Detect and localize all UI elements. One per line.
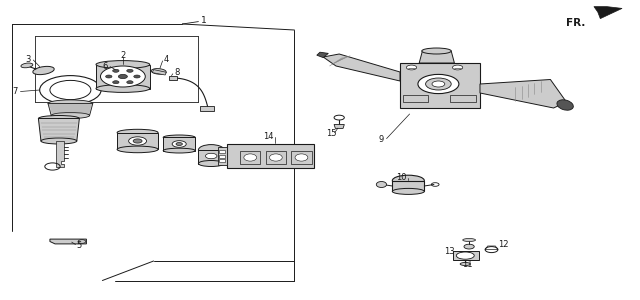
Circle shape <box>127 81 133 84</box>
Polygon shape <box>117 133 158 149</box>
Polygon shape <box>56 141 64 167</box>
Ellipse shape <box>557 100 573 110</box>
Text: 5: 5 <box>77 241 82 250</box>
Text: 11: 11 <box>462 260 472 269</box>
Ellipse shape <box>163 135 195 140</box>
Bar <box>291 151 312 164</box>
Ellipse shape <box>198 160 224 166</box>
Text: 1: 1 <box>201 16 206 25</box>
Circle shape <box>113 69 119 72</box>
Ellipse shape <box>117 129 158 136</box>
Bar <box>240 151 260 164</box>
Text: 6: 6 <box>102 62 108 71</box>
Ellipse shape <box>48 100 93 107</box>
Polygon shape <box>227 144 314 168</box>
Polygon shape <box>96 64 150 88</box>
Circle shape <box>113 81 119 84</box>
Ellipse shape <box>295 154 308 161</box>
Ellipse shape <box>418 74 459 94</box>
Ellipse shape <box>422 48 451 54</box>
Ellipse shape <box>96 85 150 92</box>
Text: 2: 2 <box>120 51 125 60</box>
Ellipse shape <box>163 148 195 153</box>
Bar <box>403 94 428 102</box>
Ellipse shape <box>21 63 33 68</box>
Text: 15: 15 <box>326 129 337 138</box>
Circle shape <box>172 141 186 147</box>
Polygon shape <box>480 80 566 108</box>
Ellipse shape <box>198 145 224 155</box>
Bar <box>169 76 177 80</box>
Polygon shape <box>334 124 344 128</box>
Ellipse shape <box>456 252 474 259</box>
Ellipse shape <box>432 81 445 87</box>
Circle shape <box>452 65 463 70</box>
Polygon shape <box>163 137 195 151</box>
Polygon shape <box>400 63 480 108</box>
Polygon shape <box>198 150 224 164</box>
Polygon shape <box>218 147 227 165</box>
Text: 13: 13 <box>444 247 454 256</box>
Ellipse shape <box>463 238 476 242</box>
Bar <box>219 159 225 162</box>
Text: 12: 12 <box>498 240 508 249</box>
Ellipse shape <box>460 262 470 266</box>
Polygon shape <box>38 118 79 141</box>
Circle shape <box>133 139 142 143</box>
Polygon shape <box>317 52 328 58</box>
Circle shape <box>118 74 127 79</box>
Polygon shape <box>323 54 400 81</box>
Circle shape <box>129 137 147 145</box>
Circle shape <box>176 142 182 146</box>
Ellipse shape <box>100 66 145 87</box>
Polygon shape <box>152 70 166 75</box>
Ellipse shape <box>33 66 54 75</box>
Ellipse shape <box>51 112 90 118</box>
Circle shape <box>464 244 474 249</box>
Polygon shape <box>48 103 93 116</box>
Polygon shape <box>392 181 424 191</box>
Polygon shape <box>594 7 622 19</box>
Ellipse shape <box>269 154 282 161</box>
Ellipse shape <box>392 188 424 194</box>
Ellipse shape <box>376 182 387 188</box>
Ellipse shape <box>151 69 166 74</box>
Ellipse shape <box>426 78 451 90</box>
Ellipse shape <box>38 116 79 122</box>
Polygon shape <box>50 239 86 244</box>
Text: 8: 8 <box>175 68 180 77</box>
Text: 14: 14 <box>264 132 274 141</box>
Text: 7: 7 <box>13 87 18 96</box>
Text: FR.: FR. <box>566 17 586 28</box>
Polygon shape <box>453 251 479 260</box>
Text: 4: 4 <box>164 56 169 64</box>
Polygon shape <box>419 51 454 63</box>
Bar <box>266 151 286 164</box>
Circle shape <box>406 65 417 70</box>
Text: 10: 10 <box>396 172 406 182</box>
Ellipse shape <box>96 61 150 68</box>
Ellipse shape <box>392 175 424 186</box>
Circle shape <box>205 153 217 159</box>
Bar <box>219 154 225 158</box>
Text: 3: 3 <box>26 56 31 64</box>
Bar <box>450 94 476 102</box>
Circle shape <box>134 75 140 78</box>
Bar <box>219 150 225 153</box>
Ellipse shape <box>117 146 158 153</box>
Bar <box>200 106 214 111</box>
Ellipse shape <box>41 138 77 144</box>
Circle shape <box>127 69 133 72</box>
Ellipse shape <box>244 154 257 161</box>
Circle shape <box>106 75 112 78</box>
Text: 9: 9 <box>379 135 384 144</box>
